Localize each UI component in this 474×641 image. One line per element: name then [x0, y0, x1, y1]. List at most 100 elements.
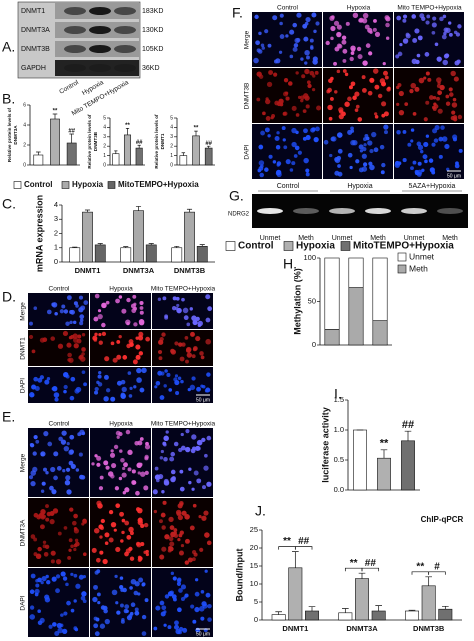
- nucleus: [381, 162, 386, 168]
- nucleus: [204, 569, 208, 573]
- nucleus: [96, 592, 101, 597]
- bar: [401, 440, 415, 491]
- nucleus: [291, 127, 297, 134]
- band-label: DNMT3A: [21, 27, 50, 34]
- nucleus: [91, 462, 95, 466]
- row-label: DAPI: [20, 595, 27, 610]
- nucleus: [82, 575, 86, 579]
- nucleus: [304, 95, 310, 101]
- nucleus: [313, 137, 319, 143]
- nucleus: [279, 13, 284, 18]
- nucleus: [75, 468, 80, 472]
- y-tick-label: 25: [250, 525, 258, 534]
- y-tick-label: 4: [103, 125, 106, 131]
- y-tick-label: 20: [250, 543, 258, 552]
- nucleus: [334, 90, 338, 94]
- nucleus: [170, 476, 176, 483]
- error-bar: [36, 151, 41, 155]
- nucleus: [201, 515, 207, 521]
- y-tick-label: 10: [250, 579, 258, 588]
- nucleus: [83, 300, 89, 305]
- blot-band: [89, 26, 111, 34]
- nucleus: [121, 530, 125, 535]
- nucleus: [457, 24, 462, 29]
- nucleus: [63, 384, 68, 390]
- nucleus: [253, 57, 259, 64]
- nucleus: [402, 130, 407, 134]
- y-tick-label: 0: [254, 615, 258, 624]
- bar: [305, 610, 319, 621]
- x-tick-label: DNMT3B: [174, 266, 206, 275]
- nucleus: [174, 379, 180, 386]
- annotation: ##: [205, 141, 212, 147]
- nucleus: [34, 592, 39, 597]
- nucleus: [153, 509, 158, 514]
- gel-lane: Meth: [370, 235, 386, 242]
- nucleus: [63, 526, 68, 530]
- nucleus: [161, 332, 166, 337]
- nucleus: [69, 434, 75, 440]
- nucleus: [110, 521, 117, 528]
- nucleus: [410, 128, 415, 132]
- nucleus: [138, 577, 144, 583]
- nucleus: [119, 576, 124, 580]
- nucleus: [37, 577, 42, 583]
- nucleus: [46, 579, 51, 585]
- nucleus: [373, 18, 377, 23]
- nucleus: [159, 600, 165, 606]
- nucleus: [200, 616, 205, 621]
- nucleus: [436, 96, 440, 101]
- nucleus: [189, 525, 195, 531]
- nucleus: [57, 343, 64, 349]
- annotation: ##: [402, 419, 414, 431]
- nucleus: [396, 130, 401, 135]
- nucleus: [118, 334, 122, 339]
- nucleus: [93, 623, 99, 629]
- nucleus: [107, 471, 114, 477]
- nucleus: [305, 168, 310, 173]
- error-bar: [408, 609, 416, 611]
- nucleus: [191, 557, 196, 562]
- nucleus: [189, 307, 193, 311]
- nucleus: [122, 355, 128, 360]
- nucleus: [188, 467, 192, 471]
- nucleus: [168, 536, 174, 542]
- nucleus: [330, 25, 336, 32]
- nucleus: [29, 321, 33, 326]
- panel-label: C.: [2, 196, 16, 212]
- nucleus: [396, 102, 400, 107]
- nucleus: [93, 527, 100, 534]
- nucleus: [56, 466, 62, 471]
- nucleus: [368, 161, 373, 166]
- nucleus: [169, 590, 175, 596]
- nucleus: [45, 517, 50, 522]
- nucleus: [29, 589, 35, 595]
- gel-group: Hypoxia: [347, 183, 372, 190]
- nucleus: [81, 333, 86, 337]
- nucleus: [93, 584, 98, 590]
- x-tick-label: DNMT3B: [413, 624, 445, 633]
- nucleus: [78, 295, 84, 300]
- nucleus: [74, 388, 80, 394]
- nucleus: [163, 456, 168, 462]
- nucleus: [191, 434, 197, 440]
- nucleus: [177, 607, 182, 613]
- error-bar: [425, 576, 432, 586]
- nucleus: [276, 161, 282, 166]
- blot-strip: [55, 60, 139, 76]
- nucleus: [62, 469, 66, 473]
- nucleus: [381, 101, 387, 107]
- nucleus: [161, 490, 165, 494]
- nucleus: [135, 354, 141, 360]
- bar: [288, 567, 303, 621]
- nucleus: [374, 84, 380, 90]
- nucleus: [296, 37, 301, 43]
- blot-band: [64, 64, 86, 72]
- nucleus: [416, 53, 421, 58]
- nucleus: [110, 396, 116, 402]
- nucleus: [207, 306, 213, 312]
- nucleus: [96, 462, 101, 467]
- nucleus: [205, 317, 211, 323]
- nucleus: [122, 466, 126, 471]
- panel-label: D.: [2, 289, 16, 305]
